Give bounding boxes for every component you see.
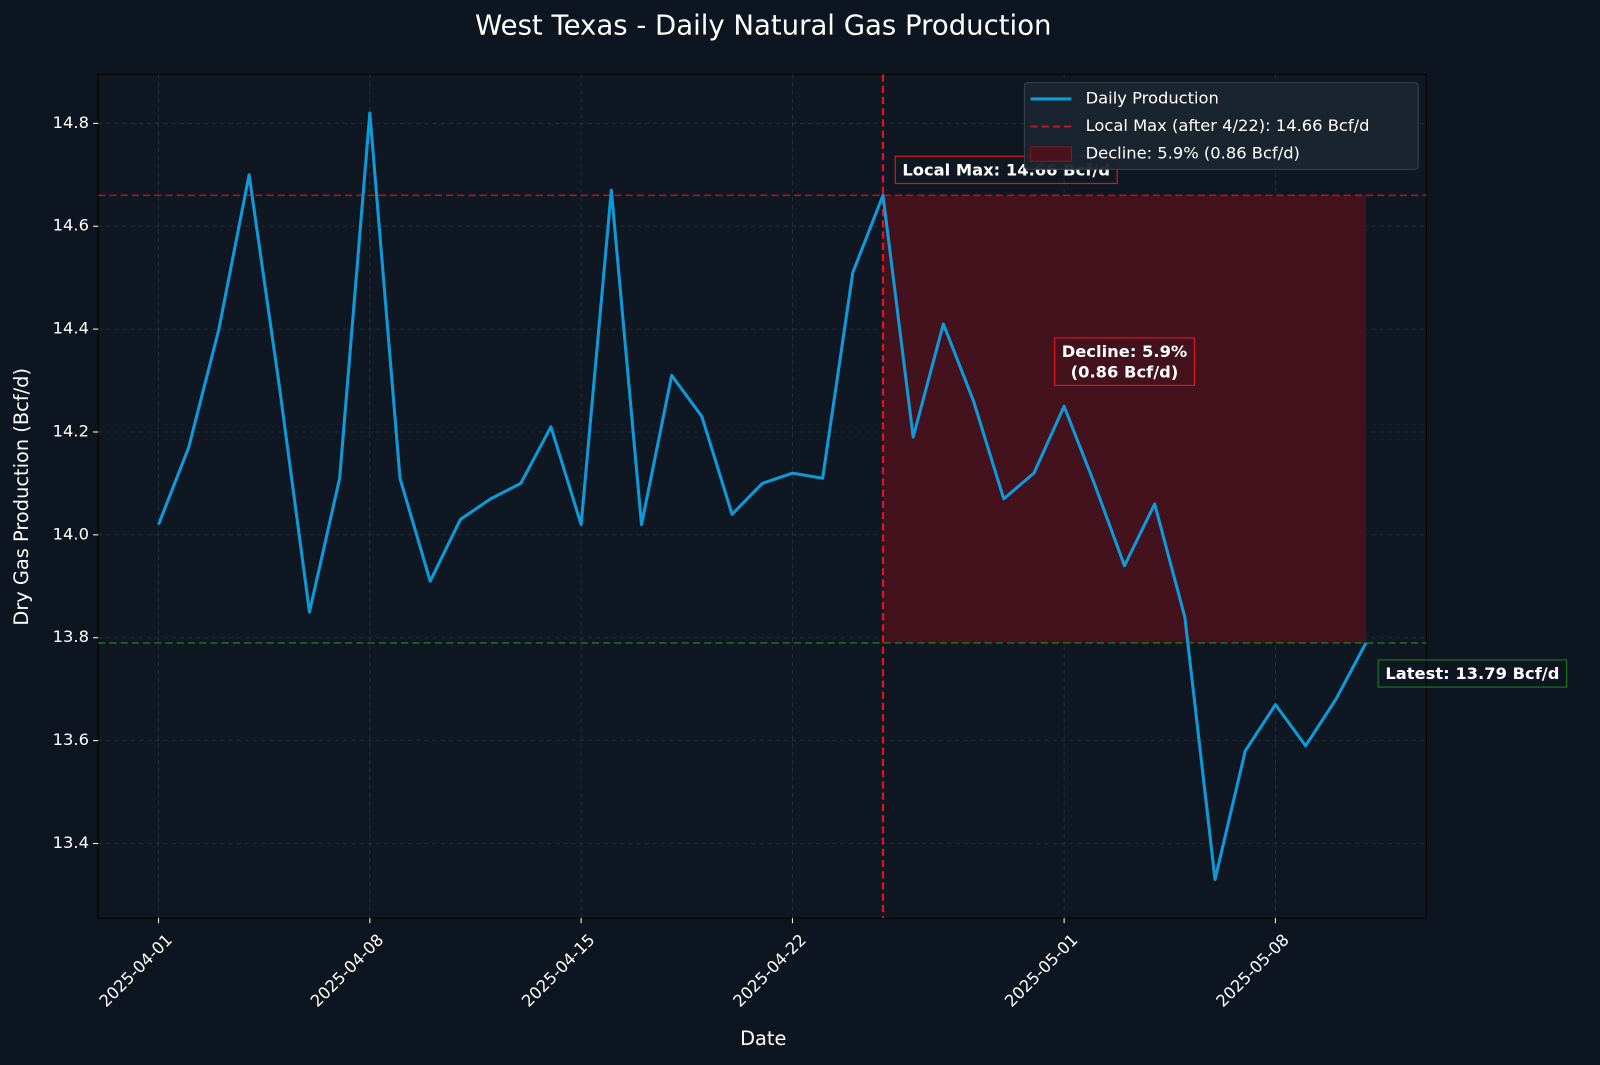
annotation-text: (0.86 Bcf/d) (1071, 362, 1179, 381)
y-axis-label: Dry Gas Production (Bcf/d) (10, 368, 33, 626)
chart-title: West Texas - Daily Natural Gas Productio… (475, 10, 1051, 42)
legend-label: Daily Production (1086, 88, 1219, 107)
y-tick-label: 14.8 (53, 113, 89, 132)
legend-box (1023, 82, 1419, 170)
y-tick-label: 14.0 (53, 524, 89, 543)
legend-swatch (1030, 146, 1072, 162)
y-tick-label: 13.4 (53, 833, 89, 852)
x-axis-label: Date (740, 1027, 786, 1050)
annotation-text: Decline: 5.9% (1062, 342, 1188, 361)
annotation-box (1053, 337, 1196, 387)
legend-label: Local Max (after 4/22): 14.66 Bcf/d (1086, 116, 1370, 135)
decline-span (883, 195, 1366, 643)
annotation-box (1377, 659, 1568, 688)
y-tick-label: 13.6 (53, 730, 89, 749)
series-line (157, 111, 1368, 882)
annotation: Latest: 13.79 Bcf/d (1377, 659, 1568, 688)
legend-label: Decline: 5.9% (0.86 Bcf/d) (1086, 144, 1300, 163)
y-tick-label: 13.8 (53, 627, 89, 646)
y-tick-label: 14.4 (53, 319, 89, 338)
annotation-text: Latest: 13.79 Bcf/d (1385, 664, 1559, 683)
annotation-box (894, 155, 1118, 185)
y-tick-label: 14.2 (53, 421, 89, 440)
annotation: Decline: 5.9%(0.86 Bcf/d) (1053, 337, 1196, 387)
y-tick-label: 14.6 (53, 216, 89, 235)
legend: Daily Production Local Max (after 4/22): … (1023, 82, 1419, 170)
